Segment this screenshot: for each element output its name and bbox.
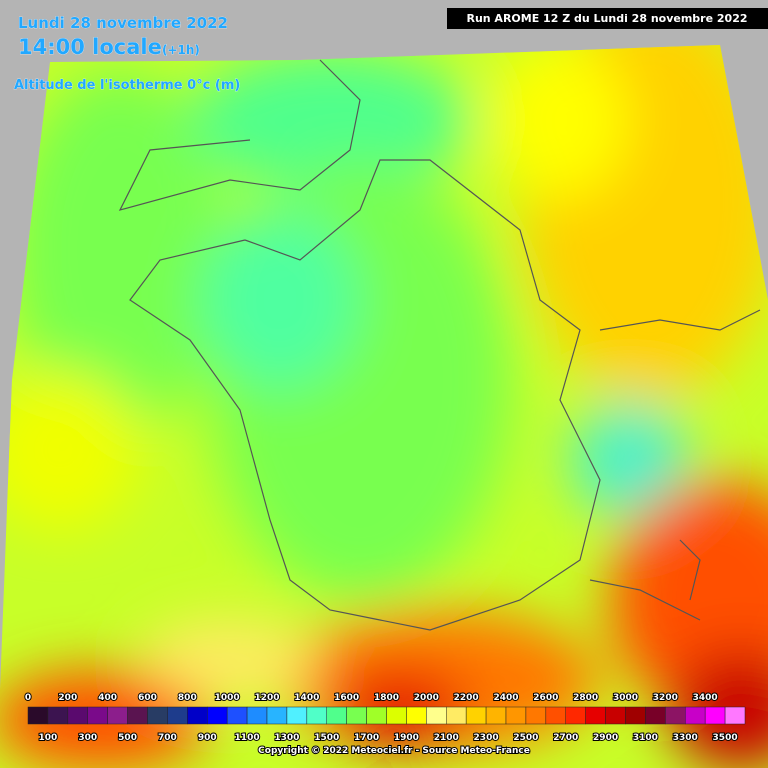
legend-swatch (645, 706, 666, 725)
borders (118, 59, 761, 631)
legend-label: 2000 (414, 693, 439, 703)
legend-swatch (565, 706, 586, 725)
legend-swatch (406, 706, 427, 725)
legend-swatch (704, 706, 726, 725)
legend-label: 700 (158, 733, 177, 743)
legend-swatch (107, 706, 128, 725)
legend-swatch (545, 706, 566, 725)
legend-label: 1000 (215, 693, 240, 703)
legend: 0 100 200 300 400 500 600 700 800 900 1000 1100 1200… (24, 692, 746, 744)
legend-label: 1500 (314, 733, 339, 743)
legend-label: 1200 (254, 693, 279, 703)
legend-label: 3400 (693, 693, 718, 703)
legend-swatch (226, 706, 248, 725)
legend-swatch (187, 706, 208, 725)
legend-label: 3300 (673, 733, 698, 743)
legend-label: 400 (98, 693, 117, 703)
legend-swatch (87, 706, 108, 725)
legend-label: 1800 (374, 693, 399, 703)
legend-swatch (67, 706, 89, 725)
legend-label: 3200 (653, 693, 678, 703)
legend-label: 300 (78, 733, 97, 743)
legend-swatch (366, 706, 387, 725)
legend-label: 800 (178, 693, 197, 703)
legend-swatch (685, 706, 706, 725)
legend-swatch (465, 706, 487, 725)
legend-swatch (47, 706, 69, 725)
legend-label: 3000 (613, 693, 638, 703)
copyright: Copyright © 2022 Meteociel.fr - Source M… (258, 746, 530, 756)
run: Run AROME 12 Z du Lundi 28 novembre 2022 (466, 12, 747, 25)
legend-label: 1400 (294, 693, 319, 703)
legend-label: 1600 (334, 693, 359, 703)
legend-label: 3100 (633, 733, 658, 743)
legend-label: 1700 (354, 733, 379, 743)
legend-swatch (326, 706, 347, 725)
legend-swatch (246, 706, 268, 725)
legend-swatch (724, 706, 746, 725)
legend-label: 2900 (593, 733, 618, 743)
legend-label: 2600 (533, 693, 558, 703)
legend-swatch (127, 706, 148, 725)
legend-swatch (386, 706, 407, 725)
legend-swatch (525, 706, 547, 725)
legend-label: 2700 (553, 733, 578, 743)
legend-label: 100 (39, 733, 58, 743)
legend-swatch (266, 706, 288, 725)
legend-swatch (625, 706, 646, 725)
legend-swatch (147, 706, 168, 725)
legend-swatch (665, 706, 686, 725)
legend-label: 200 (58, 693, 77, 703)
date: Lundi 28 novembre 2022 (18, 14, 228, 32)
legend-swatch (605, 706, 626, 725)
legend-swatch (207, 706, 228, 725)
run-box (447, 8, 768, 29)
legend-swatch (167, 706, 188, 725)
legend-label: 0 (25, 693, 31, 703)
legend-swatch (585, 706, 606, 725)
legend-label: 2100 (434, 733, 459, 743)
legend-label: 600 (138, 693, 157, 703)
legend-label: 500 (118, 733, 137, 743)
legend-label: 2300 (474, 733, 499, 743)
legend-label: 1900 (394, 733, 419, 743)
legend-label: 1300 (274, 733, 299, 743)
offset: (+1h) (162, 43, 200, 57)
legend-swatch (426, 706, 447, 725)
legend-swatch (446, 706, 467, 725)
legend-label: 900 (198, 733, 217, 743)
legend-swatch (346, 706, 367, 725)
legend-swatch (27, 706, 49, 725)
legend-label: 2200 (454, 693, 479, 703)
legend-label: 1100 (235, 733, 260, 743)
legend-swatch (485, 706, 507, 725)
time: 14:00 locale (18, 35, 162, 59)
field-title: Altitude de l'isotherme 0°c (m) (14, 78, 240, 93)
legend-swatch (306, 706, 328, 725)
legend-label: 3500 (713, 733, 738, 743)
legend-swatch (286, 706, 308, 725)
legend-swatch (505, 706, 527, 725)
legend-label: 2400 (493, 693, 518, 703)
legend-label: 2800 (573, 693, 598, 703)
legend-label: 2500 (513, 733, 538, 743)
